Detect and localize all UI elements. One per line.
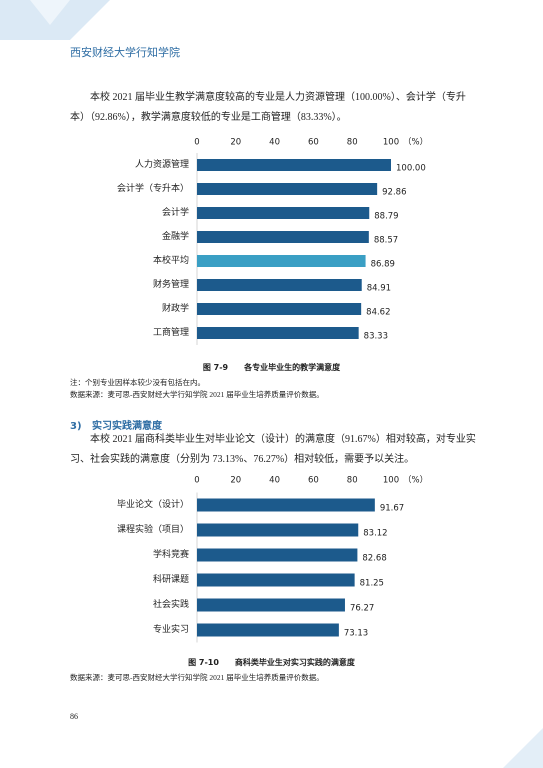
value-label: 76.27	[350, 604, 374, 614]
bar	[197, 255, 366, 267]
category-label: 社会实践	[153, 598, 189, 609]
bar	[197, 623, 339, 637]
bar	[197, 327, 359, 339]
bar	[197, 207, 370, 219]
x-tick-label: 60	[308, 138, 319, 148]
x-tick-label: 80	[347, 138, 358, 148]
x-tick-label: 100	[383, 138, 399, 148]
category-label: 会计学	[162, 206, 189, 217]
corner-decoration	[503, 728, 543, 768]
bar	[197, 523, 359, 537]
x-tick-label: 100	[383, 476, 399, 486]
category-label: 本校平均	[153, 254, 189, 265]
note: 数据来源：麦可思-西安财经大学行知学院 2021 届毕业生培养质量评价数据。	[70, 390, 324, 399]
section-title: 实习实践满意度	[91, 421, 162, 432]
category-label: 科研课题	[153, 573, 189, 584]
bar	[197, 231, 369, 243]
value-label: 81.25	[360, 579, 384, 589]
x-tick-label: 20	[230, 138, 241, 148]
category-label: 金融学	[162, 230, 189, 241]
value-label: 100.00	[396, 164, 426, 174]
x-tick-label: 40	[269, 138, 280, 148]
axis-unit: （%）	[403, 137, 428, 148]
value-label: 91.67	[380, 504, 404, 514]
bar	[197, 573, 355, 587]
x-tick-label: 60	[308, 476, 319, 486]
bar	[197, 303, 362, 315]
value-label: 83.12	[363, 529, 387, 539]
value-label: 84.91	[367, 284, 391, 294]
bar	[197, 498, 375, 512]
section-heading: 3) 实习实践满意度	[70, 417, 162, 432]
bar	[197, 548, 358, 562]
section-number: 3)	[70, 421, 82, 432]
category-label: 人力资源管理	[135, 158, 189, 169]
x-tick-label: 0	[194, 476, 199, 486]
x-tick-label: 80	[347, 476, 358, 486]
bar	[197, 159, 391, 171]
chart: 0 20 40 60 80 100 （%） 毕业论文（设计） 91.67 课程实验（项目） 83.1…	[117, 475, 428, 643]
value-label: 84.62	[366, 308, 390, 318]
page-number: 86	[70, 712, 78, 721]
x-tick-label: 40	[269, 476, 280, 486]
x-tick-label: 20	[230, 476, 241, 486]
category-label: 学科竞赛	[153, 548, 189, 559]
category-label: 工商管理	[153, 326, 189, 337]
value-label: 92.86	[382, 188, 406, 198]
value-label: 83.33	[364, 332, 388, 342]
bar	[197, 598, 345, 612]
note: 注：个别专业因样本较少没有包括在内。	[70, 378, 205, 387]
value-label: 88.57	[374, 236, 398, 246]
axis-unit: （%）	[403, 475, 428, 486]
paragraph: 本校 2021 届毕业生教学满意度较高的专业是人力资源管理（100.00%）、会…	[70, 92, 466, 123]
note: 数据来源：麦可思-西安财经大学行知学院 2021 届毕业生培养质量评价数据。	[70, 673, 324, 682]
bar	[197, 183, 378, 195]
paragraph: 本校 2021 届商科类毕业生对毕业论文（设计）的满意度（91.67%）相对较高…	[70, 434, 476, 465]
value-label: 82.68	[362, 554, 386, 564]
x-tick-label: 0	[194, 138, 199, 148]
category-label: 会计学（专升本）	[117, 182, 189, 193]
value-label: 73.13	[344, 629, 368, 639]
figure-caption: 图 7-9 各专业毕业生的教学满意度	[202, 363, 341, 372]
header-title: 西安财经大学行知学院	[70, 47, 180, 59]
bar	[197, 279, 362, 291]
value-label: 86.89	[371, 260, 395, 270]
category-label: 毕业论文（设计）	[117, 498, 189, 509]
chart: 0 20 40 60 80 100 （%） 人力资源管理 100.00 会计学（专升本） 92.86…	[117, 137, 428, 345]
category-label: 财政学	[162, 302, 189, 313]
value-label: 88.79	[374, 212, 398, 222]
figure-caption: 图 7-10 商科类毕业生对实习实践的满意度	[188, 658, 355, 667]
category-label: 专业实习	[153, 623, 189, 634]
category-label: 财务管理	[153, 278, 189, 289]
corner-decoration	[0, 0, 110, 40]
category-label: 课程实验（项目）	[117, 523, 189, 534]
